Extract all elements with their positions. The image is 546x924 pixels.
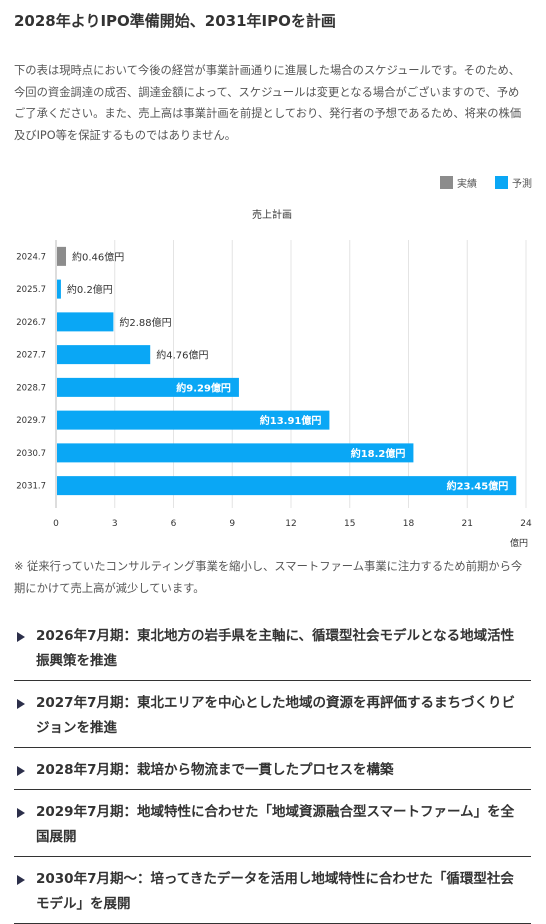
x-axis-unit-label: 億円 [510,537,528,549]
y-category-label: 2028.7 [16,383,46,393]
legend-item-actual: 実績 [440,175,477,190]
bar-data-label: 約13.91億円 [260,414,322,427]
milestone-item: 2026年7月期：東北地方の岩手県を主軸に、循環型社会モデルとなる地域活性振興策… [14,619,531,681]
x-tick-label: 12 [285,519,296,529]
x-tick-label: 0 [53,519,59,529]
x-tick-label: 21 [462,519,473,529]
bar-data-label: 約2.88億円 [119,316,171,329]
legend-label-actual: 実績 [457,179,477,190]
bar [57,476,517,496]
triangle-bullet-icon [17,766,25,776]
y-category-label: 2031.7 [16,482,46,492]
legend-label-forecast: 予測 [512,179,532,190]
bar-data-label: 約0.2億円 [67,283,113,296]
milestone-text: 2027年7月期：東北エリアを中心とした地域の資源を再評価するまちづくりビジョン… [36,695,515,736]
triangle-bullet-icon [17,699,25,709]
triangle-bullet-icon [17,632,25,642]
section-heading: 2028年よりIPO準備開始、2031年IPOを計画 [14,12,336,30]
chart-x-ticks: 0 3 6 9 12 15 18 21 24 [53,519,532,529]
chart-title: 売上計画 [252,208,292,221]
bar-data-label: 約4.76億円 [156,349,208,362]
bar [57,345,151,365]
y-category-label: 2024.7 [16,252,46,262]
x-tick-label: 3 [112,519,118,529]
bar [57,443,414,463]
y-category-label: 2026.7 [16,318,46,328]
chart-bars: 約0.46億円約0.2億円約2.88億円約4.76億円約9.29億円約13.91… [57,246,517,496]
legend-swatch-forecast [495,176,508,189]
milestone-text: 2030年7月期〜：培ってきたデータを活用し地域特性に合わせた「循環型社会モデル… [36,871,514,912]
milestone-text: 2026年7月期：東北地方の岩手県を主軸に、循環型社会モデルとなる地域活性振興策… [36,628,515,669]
triangle-bullet-icon [17,875,25,885]
chart-legend: 実績 予測 [430,175,532,190]
bar [57,279,61,299]
triangle-bullet-icon [17,808,25,818]
y-category-label: 2025.7 [16,285,46,295]
y-category-label: 2029.7 [16,416,46,426]
x-tick-label: 18 [403,519,415,529]
x-tick-label: 15 [344,519,355,529]
milestone-item: 2030年7月期〜：培ってきたデータを活用し地域特性に合わせた「循環型社会モデル… [14,862,531,924]
milestone-text: 2028年7月期：栽培から物流まで一貫したプロセスを構築 [36,762,394,778]
bar-data-label: 約18.2億円 [351,447,406,460]
milestone-text: 2029年7月期：地域特性に合わせた「地域資源融合型スマートファーム」を全国展開 [36,804,515,845]
legend-swatch-actual [440,176,453,189]
bar [57,246,67,266]
sales-plan-bar-chart: 売上計画 約0.46億円約0.2億円約2.88億円約4.76億円約9.29億円約… [16,208,532,549]
y-category-label: 2030.7 [16,449,46,459]
bar-data-label: 約23.45億円 [447,480,509,493]
milestone-item: 2027年7月期：東北エリアを中心とした地域の資源を再評価するまちづくりビジョン… [14,686,531,748]
x-tick-label: 24 [520,519,532,529]
milestone-list: 2026年7月期：東北地方の岩手県を主軸に、循環型社会モデルとなる地域活性振興策… [14,619,531,924]
y-category-label: 2027.7 [16,351,46,361]
bar [57,410,330,430]
chart-footnote: ※ 従来行っていたコンサルティング事業を縮小し、スマートファーム事業に注力するた… [14,560,523,595]
bar [57,312,114,332]
x-tick-label: 9 [229,519,235,529]
milestone-item: 2028年7月期：栽培から物流まで一貫したプロセスを構築 [14,753,531,790]
chart-category-labels: 2024.7 2025.7 2026.7 2027.7 2028.7 2029.7 2030… [16,252,46,491]
bar [57,377,239,397]
x-tick-label: 6 [171,519,177,529]
bar-data-label: 約9.29億円 [176,381,231,394]
chart-grid [55,240,527,508]
milestone-item: 2029年7月期：地域特性に合わせた「地域資源融合型スマートファーム」を全国展開 [14,795,531,857]
intro-paragraph: 下の表は現時点において今後の経営が事業計画通りに進展した場合のスケジュールです。… [14,64,522,142]
bar-data-label: 約0.46億円 [72,250,124,263]
legend-item-forecast: 予測 [495,175,532,190]
